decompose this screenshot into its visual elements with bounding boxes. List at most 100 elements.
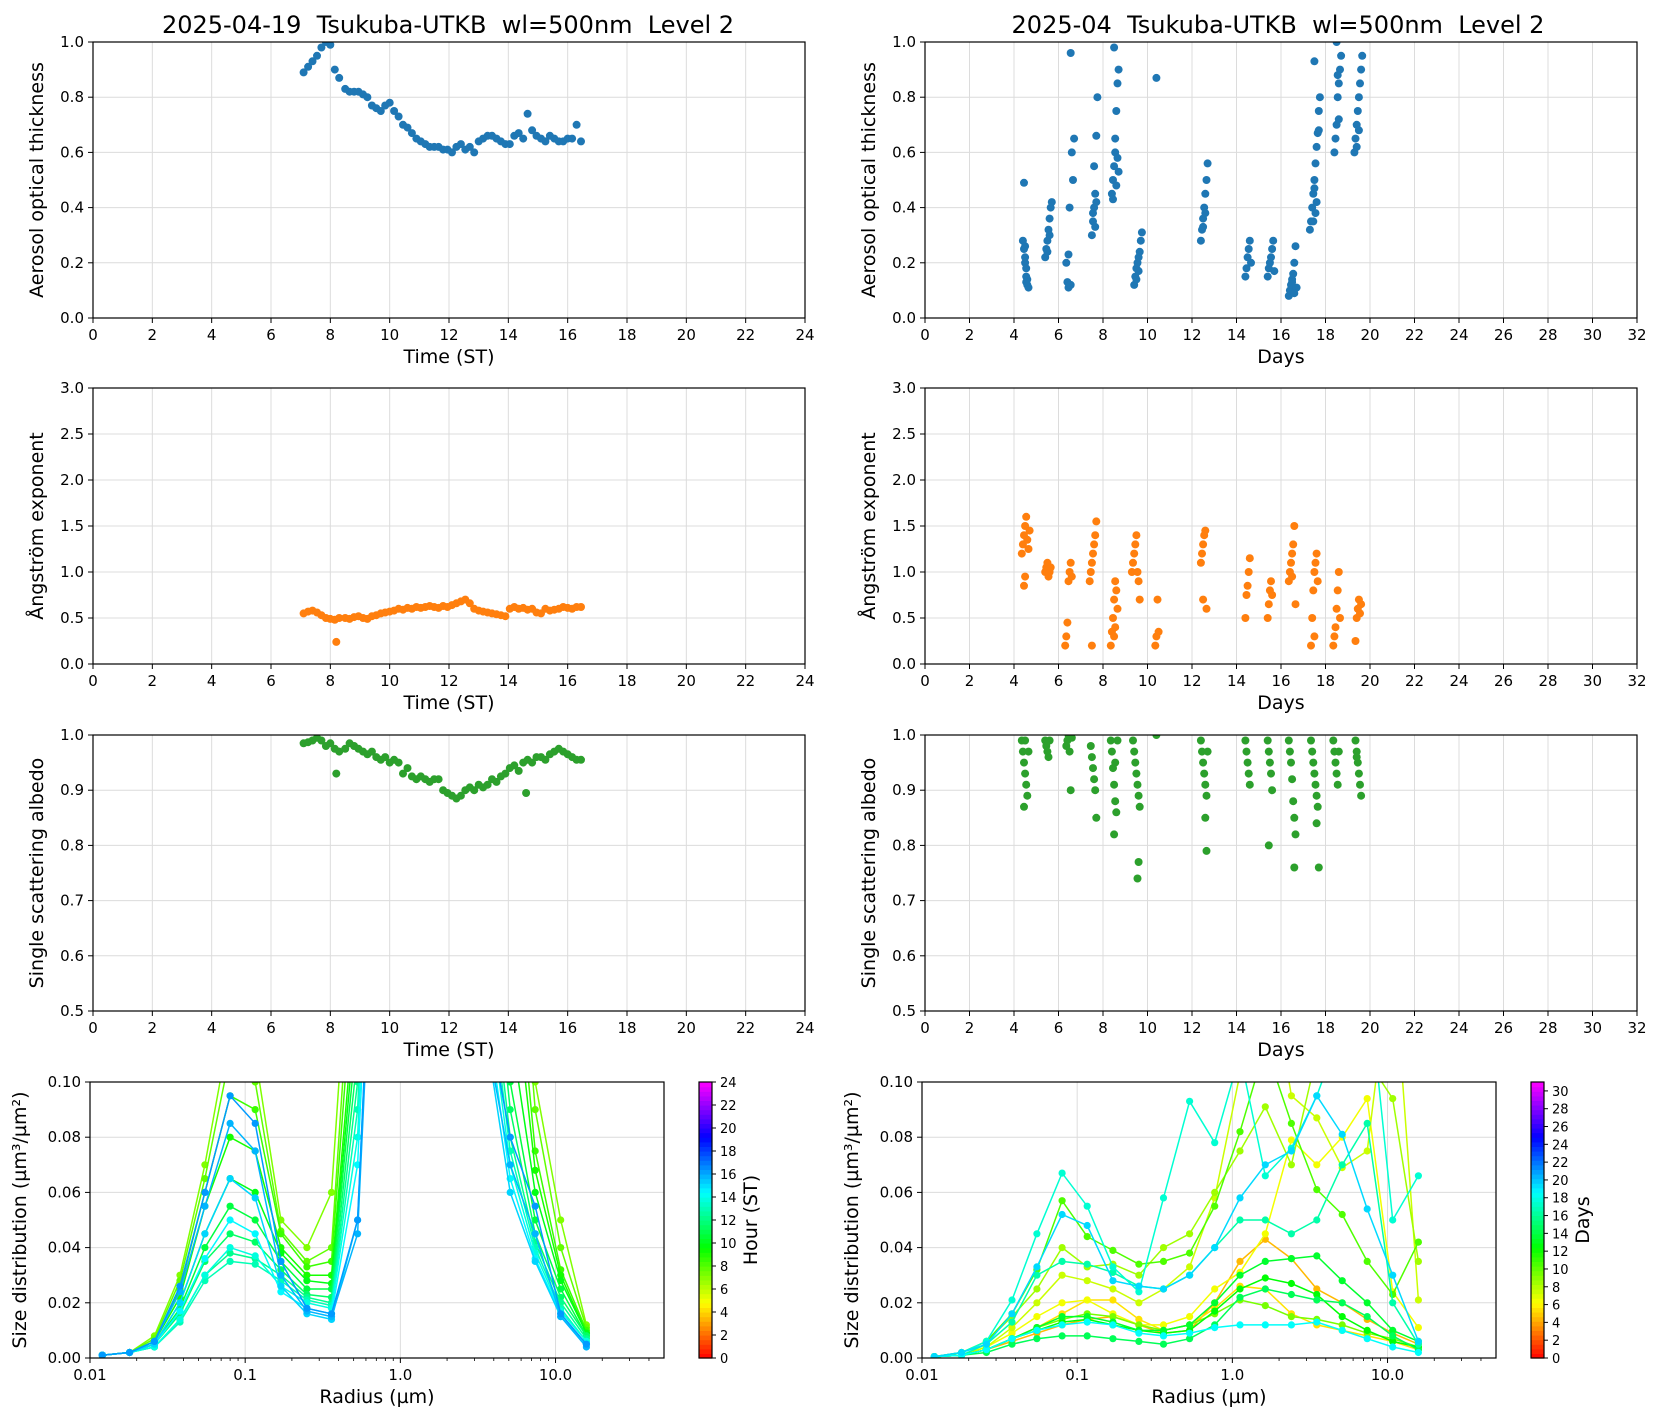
x-tick-label: 4 xyxy=(207,1019,217,1037)
data-point xyxy=(1241,614,1250,622)
colorbar-segment xyxy=(1531,1279,1544,1285)
data-point xyxy=(510,761,519,770)
y-tick-label: 0.4 xyxy=(60,199,84,217)
series-point xyxy=(1109,1335,1117,1343)
data-point xyxy=(1020,758,1028,767)
data-point xyxy=(1352,753,1361,762)
series-point xyxy=(252,1051,259,1058)
data-point xyxy=(1070,134,1079,143)
x-tick-label: 16 xyxy=(558,326,577,344)
series-point xyxy=(1236,1051,1243,1058)
data-point xyxy=(1113,604,1122,613)
data-point xyxy=(568,134,577,143)
series-point xyxy=(1058,1313,1066,1321)
data-point xyxy=(1020,178,1028,187)
x-tick-label: 14 xyxy=(499,326,518,344)
series-point xyxy=(379,664,386,671)
series-point xyxy=(1338,1326,1346,1334)
series-point xyxy=(958,1348,966,1357)
series-point xyxy=(303,1244,311,1252)
colorbar-tick-label: 8 xyxy=(1552,1281,1560,1296)
data-point xyxy=(1291,242,1300,251)
series-point xyxy=(1236,1216,1244,1224)
series-point xyxy=(557,1310,565,1318)
x-tick-label: 20 xyxy=(677,326,696,344)
data-point xyxy=(1064,250,1073,259)
colorbar-segment xyxy=(699,1210,712,1216)
series-point xyxy=(226,1202,234,1210)
data-point xyxy=(1061,641,1070,650)
series-point xyxy=(227,1023,234,1030)
right-column-title: 2025-04 Tsukuba-UTKB wl=500nm Level 2 xyxy=(1012,11,1545,39)
colorbar-segment xyxy=(1531,1146,1544,1152)
data-point xyxy=(522,789,531,797)
series-point xyxy=(1363,1335,1371,1343)
data-point xyxy=(1201,526,1210,535)
data-point xyxy=(1109,195,1117,204)
x-tick-label: 28 xyxy=(1538,672,1557,690)
data-point xyxy=(514,129,523,138)
series-point xyxy=(1287,1290,1295,1299)
data-point xyxy=(1045,231,1054,240)
colorbar-segment xyxy=(699,1178,712,1184)
x-tick-label: 6 xyxy=(266,326,276,344)
x-tick-label: 30 xyxy=(1583,672,1602,690)
colorbar-segment xyxy=(699,1275,712,1281)
series-point xyxy=(303,1277,311,1285)
series-point xyxy=(481,858,488,865)
x-tick-label: 24 xyxy=(795,672,814,690)
data-point xyxy=(1312,142,1321,151)
data-point xyxy=(332,637,341,646)
series-point xyxy=(1389,1216,1397,1224)
y-tick-label: 0.6 xyxy=(60,947,84,965)
series-point xyxy=(1414,1324,1422,1332)
x-tick-label: 26 xyxy=(1494,1019,1513,1037)
colorbar-segment xyxy=(1531,1105,1544,1111)
x-tick-label: 30 xyxy=(1583,326,1602,344)
colorbar-segment xyxy=(1531,1169,1544,1175)
data-point xyxy=(1134,858,1143,866)
series-line xyxy=(102,1082,587,1356)
data-point xyxy=(1066,280,1075,289)
series-point xyxy=(1008,1329,1016,1337)
data-point xyxy=(1092,131,1101,140)
data-point xyxy=(1152,735,1161,739)
x-tick-label: 32 xyxy=(1627,326,1646,344)
series-point xyxy=(1389,1343,1397,1351)
x-tick-label: 16 xyxy=(1271,1019,1290,1037)
data-point xyxy=(407,129,416,138)
data-point xyxy=(1353,107,1362,115)
series-point xyxy=(1313,1161,1321,1169)
series-point xyxy=(226,1249,234,1257)
x-tick-label: 16 xyxy=(558,672,577,690)
x-tick-label: 4 xyxy=(207,326,217,344)
series-point xyxy=(251,1147,259,1155)
data-point xyxy=(1263,736,1272,745)
data-point xyxy=(1024,747,1033,756)
colorbar-tick-label: 30 xyxy=(1552,1085,1569,1100)
axes-frame xyxy=(89,1081,665,1359)
colorbar-segment xyxy=(1531,1316,1544,1322)
ssa-day-panel: 0 2 4 6 8 10 12 14 16 18 20 22 240.50.60.70.80.91.0T… xyxy=(26,726,815,1061)
x-tick-label: 8 xyxy=(326,672,336,690)
series-point xyxy=(354,858,361,865)
colorbar-segment xyxy=(699,1197,712,1203)
x-tick-label: 18 xyxy=(1316,672,1335,690)
y-axis-label: Aerosol optical thickness xyxy=(858,62,880,298)
data-point xyxy=(1334,79,1343,88)
series-point xyxy=(1058,1271,1066,1279)
series-point xyxy=(1186,1271,1194,1279)
y-tick-label: 2.5 xyxy=(60,425,84,443)
data-point xyxy=(1090,540,1099,549)
gridlines xyxy=(924,387,1638,665)
data-point xyxy=(1308,614,1317,622)
data-point xyxy=(1336,614,1344,622)
series-point xyxy=(277,1288,285,1296)
series-point xyxy=(1058,1169,1066,1177)
data-point xyxy=(1023,791,1032,800)
data-point xyxy=(326,42,335,49)
series-point xyxy=(251,1216,259,1224)
data-point xyxy=(1137,228,1146,237)
series-point xyxy=(1008,1318,1016,1326)
data-point xyxy=(448,148,456,157)
